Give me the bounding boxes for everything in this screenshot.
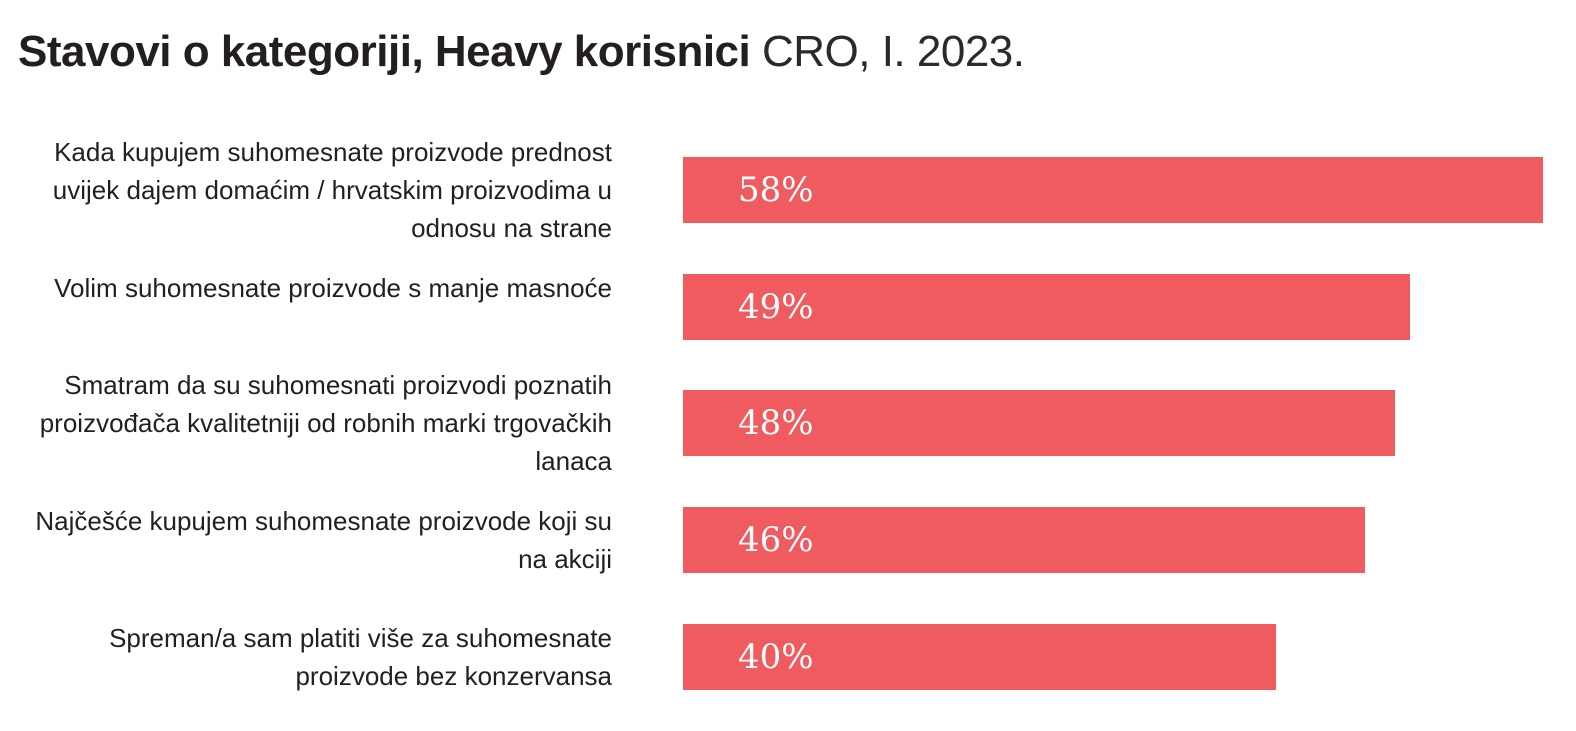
chart-title-suffix: CRO, I. 2023. <box>761 27 1025 76</box>
bar <box>683 507 1365 573</box>
category-label: Volim suhomesnate proizvode s manje masn… <box>54 273 612 303</box>
bar <box>683 390 1395 456</box>
bar <box>683 274 1410 340</box>
chart-title: Stavovi o kategoriji, Heavy korisnici CR… <box>18 22 1025 82</box>
category-label: Spreman/a sam platiti više za suhomesnat… <box>109 623 612 691</box>
bar <box>683 157 1543 223</box>
category-label: Smatram da su suhomesnati proizvodi pozn… <box>39 370 612 476</box>
bar-value-label: 49% <box>738 287 814 327</box>
category-label: Najčešće kupujem suhomesnate proizvode k… <box>35 506 612 574</box>
bar <box>683 624 1276 690</box>
bar-value-label: 46% <box>738 520 814 560</box>
bar-value-label: 48% <box>738 403 814 443</box>
category-label: Kada kupujem suhomesnate proizvode predn… <box>52 137 612 243</box>
bar-value-label: 58% <box>738 170 814 210</box>
chart-title-main: Stavovi o kategoriji, Heavy korisnici <box>18 27 751 76</box>
bar-value-label: 40% <box>738 637 814 677</box>
